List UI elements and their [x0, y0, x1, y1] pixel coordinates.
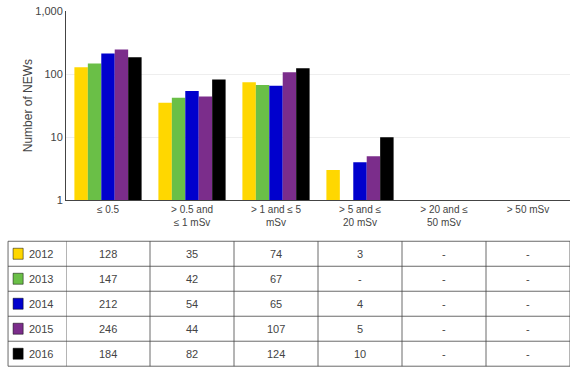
svg-text:> 1 and ≤ 5mSv: > 1 and ≤ 5mSv — [251, 204, 302, 228]
svg-text:2016: 2016 — [29, 348, 53, 360]
svg-text:2014: 2014 — [29, 298, 53, 310]
svg-text:-: - — [442, 248, 446, 260]
svg-text:124: 124 — [267, 348, 285, 360]
svg-text:2015: 2015 — [29, 323, 53, 335]
svg-text:128: 128 — [99, 248, 117, 260]
svg-text:3: 3 — [357, 248, 363, 260]
svg-text:74: 74 — [270, 248, 282, 260]
svg-text:5: 5 — [357, 323, 363, 335]
svg-text:-: - — [526, 323, 530, 335]
svg-text:10: 10 — [51, 131, 63, 143]
svg-text:1,000: 1,000 — [35, 5, 63, 17]
svg-text:-: - — [358, 273, 362, 285]
svg-text:107: 107 — [267, 323, 285, 335]
svg-text:> 5 and ≤20 mSv: > 5 and ≤20 mSv — [339, 204, 381, 228]
svg-text:184: 184 — [99, 348, 117, 360]
svg-text:-: - — [526, 248, 530, 260]
svg-text:212: 212 — [99, 298, 117, 310]
svg-text:> 50 mSv: > 50 mSv — [507, 204, 550, 215]
svg-text:Number of NEWs: Number of NEWs — [21, 59, 35, 152]
svg-text:54: 54 — [186, 298, 198, 310]
svg-text:-: - — [442, 348, 446, 360]
svg-text:42: 42 — [186, 273, 198, 285]
svg-text:4: 4 — [357, 298, 363, 310]
svg-text:65: 65 — [270, 298, 282, 310]
svg-text:10: 10 — [354, 348, 366, 360]
svg-text:-: - — [526, 348, 530, 360]
svg-text:82: 82 — [186, 348, 198, 360]
svg-text:-: - — [526, 273, 530, 285]
svg-text:246: 246 — [99, 323, 117, 335]
svg-text:> 0.5 and≤ 1 mSv: > 0.5 and≤ 1 mSv — [171, 204, 213, 228]
svg-text:≤ 0.5: ≤ 0.5 — [97, 204, 120, 215]
svg-text:67: 67 — [270, 273, 282, 285]
svg-text:2012: 2012 — [29, 248, 53, 260]
svg-text:147: 147 — [99, 273, 117, 285]
svg-text:> 20 and ≤50 mSv: > 20 and ≤50 mSv — [420, 204, 468, 228]
svg-text:44: 44 — [186, 323, 198, 335]
svg-text:-: - — [442, 298, 446, 310]
svg-text:100: 100 — [44, 68, 62, 80]
svg-text:2013: 2013 — [29, 273, 53, 285]
svg-text:-: - — [526, 298, 530, 310]
svg-text:35: 35 — [186, 248, 198, 260]
svg-text:-: - — [442, 273, 446, 285]
svg-text:1: 1 — [57, 194, 63, 206]
svg-text:-: - — [442, 323, 446, 335]
